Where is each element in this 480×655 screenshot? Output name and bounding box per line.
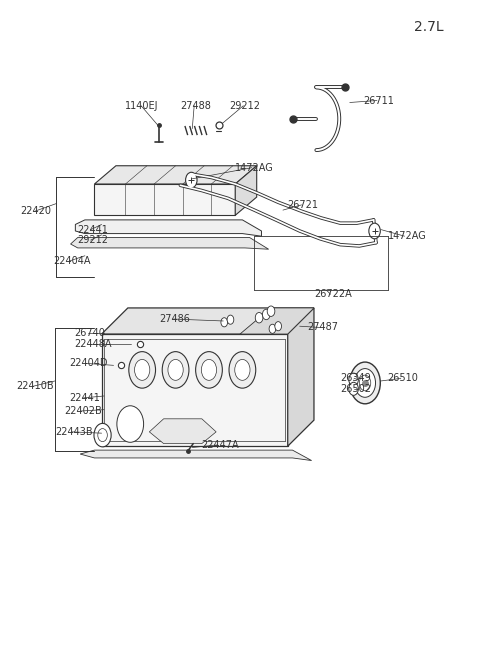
Circle shape <box>269 324 276 333</box>
Text: 26502: 26502 <box>340 384 371 394</box>
Circle shape <box>369 223 380 239</box>
Circle shape <box>255 312 263 323</box>
Text: 22420: 22420 <box>21 206 51 216</box>
Text: 26349: 26349 <box>340 373 371 383</box>
FancyBboxPatch shape <box>123 191 137 207</box>
Text: 22410B: 22410B <box>17 381 54 391</box>
FancyBboxPatch shape <box>142 191 156 207</box>
Polygon shape <box>102 308 314 334</box>
Polygon shape <box>288 308 314 446</box>
Text: 22441: 22441 <box>77 225 108 234</box>
Circle shape <box>168 360 183 381</box>
Text: 26711: 26711 <box>363 96 394 105</box>
Circle shape <box>349 383 359 396</box>
Circle shape <box>134 360 150 381</box>
Text: 27488: 27488 <box>180 101 211 111</box>
Circle shape <box>235 360 250 381</box>
Circle shape <box>129 352 156 388</box>
Polygon shape <box>102 334 288 446</box>
Circle shape <box>275 322 281 331</box>
Circle shape <box>227 315 234 324</box>
Text: 29212: 29212 <box>77 235 108 245</box>
Text: 26740: 26740 <box>74 328 105 338</box>
Polygon shape <box>95 166 257 184</box>
Text: 22404D: 22404D <box>69 358 108 368</box>
Text: 29212: 29212 <box>229 101 261 111</box>
Circle shape <box>350 362 380 404</box>
Text: 27486: 27486 <box>159 314 190 324</box>
Text: 22402B: 22402B <box>64 406 102 416</box>
Polygon shape <box>235 166 257 215</box>
Text: 1140EJ: 1140EJ <box>124 101 158 111</box>
Text: 1472AG: 1472AG <box>235 162 274 173</box>
Circle shape <box>229 352 256 388</box>
Polygon shape <box>240 308 314 334</box>
Circle shape <box>355 369 375 398</box>
Text: 22404A: 22404A <box>53 256 90 266</box>
FancyBboxPatch shape <box>104 191 118 207</box>
Text: 26722A: 26722A <box>314 290 352 299</box>
Text: 22441: 22441 <box>69 393 100 403</box>
Circle shape <box>263 309 270 320</box>
Circle shape <box>221 318 228 327</box>
Circle shape <box>196 352 222 388</box>
Circle shape <box>94 423 111 447</box>
Polygon shape <box>71 238 269 250</box>
Text: 27487: 27487 <box>307 322 338 333</box>
Text: 22443B: 22443B <box>55 427 93 437</box>
Text: 22447A: 22447A <box>201 440 239 450</box>
Circle shape <box>117 405 144 442</box>
Text: 2.7L: 2.7L <box>414 20 444 35</box>
Circle shape <box>267 306 275 316</box>
Text: 22448A: 22448A <box>74 339 111 350</box>
Circle shape <box>349 373 359 386</box>
Text: 26721: 26721 <box>288 200 319 210</box>
Polygon shape <box>80 450 312 460</box>
Polygon shape <box>75 220 262 236</box>
Circle shape <box>186 172 197 188</box>
Polygon shape <box>95 184 235 215</box>
Text: 1472AG: 1472AG <box>388 231 427 241</box>
Text: 26510: 26510 <box>387 373 418 383</box>
Polygon shape <box>149 419 216 443</box>
Circle shape <box>162 352 189 388</box>
Circle shape <box>201 360 216 381</box>
